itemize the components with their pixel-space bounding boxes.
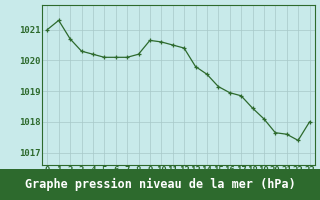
Text: Graphe pression niveau de la mer (hPa): Graphe pression niveau de la mer (hPa) [25, 178, 295, 191]
